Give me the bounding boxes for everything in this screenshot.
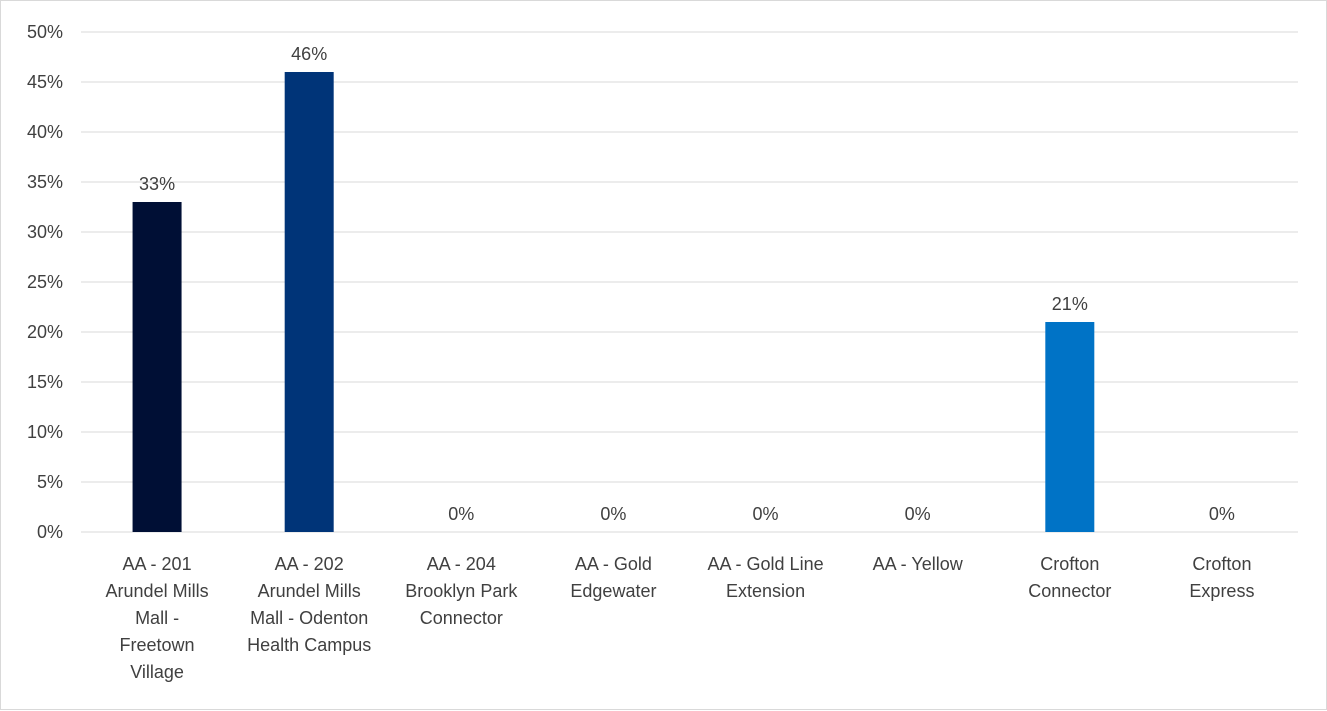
data-label: 21% xyxy=(1052,294,1088,314)
y-tick-label: 20% xyxy=(27,322,63,342)
y-tick-label: 35% xyxy=(27,172,63,192)
y-tick-label: 25% xyxy=(27,272,63,292)
y-axis-ticks: 0% 5% 10% 15% 20% 25% 30% 35% 40% 45% 50% xyxy=(27,22,63,542)
x-category-label: Village xyxy=(130,662,184,682)
x-category-label: AA - 201 xyxy=(123,554,192,574)
data-labels: 33% 46% 0% 0% 0% 0% 21% 0% xyxy=(139,44,1235,524)
data-label: 0% xyxy=(600,504,626,524)
y-tick-label: 40% xyxy=(27,122,63,142)
data-label: 0% xyxy=(905,504,931,524)
x-category-label: Connector xyxy=(1028,581,1111,601)
x-category-label: Crofton xyxy=(1192,554,1251,574)
x-category-label: Extension xyxy=(726,581,805,601)
bars xyxy=(132,72,1095,532)
x-category-label: Arundel Mills xyxy=(258,581,361,601)
data-label: 33% xyxy=(139,174,175,194)
x-category-label: Mall - xyxy=(135,608,179,628)
x-category-label: Arundel Mills xyxy=(106,581,209,601)
x-category-label: Edgewater xyxy=(570,581,656,601)
bar xyxy=(1045,322,1095,532)
x-category-label: AA - 204 xyxy=(427,554,496,574)
data-label: 0% xyxy=(753,504,779,524)
x-category-label: Freetown xyxy=(120,635,195,655)
bar xyxy=(284,72,334,532)
x-category-label: AA - Gold xyxy=(575,554,652,574)
x-category-label: AA - 202 xyxy=(275,554,344,574)
x-category-label: Mall - Odenton xyxy=(250,608,368,628)
x-category-label: AA - Yellow xyxy=(873,554,964,574)
y-tick-label: 0% xyxy=(37,522,63,542)
y-tick-label: 15% xyxy=(27,372,63,392)
data-label: 46% xyxy=(291,44,327,64)
x-category-label: Health Campus xyxy=(247,635,371,655)
y-tick-label: 10% xyxy=(27,422,63,442)
x-category-label: Connector xyxy=(420,608,503,628)
x-category-label: Brooklyn Park xyxy=(405,581,518,601)
x-category-label: AA - Gold Line xyxy=(708,554,824,574)
y-tick-label: 30% xyxy=(27,222,63,242)
data-label: 0% xyxy=(1209,504,1235,524)
x-axis-labels: AA - 201 Arundel Mills Mall - Freetown Villa… xyxy=(106,554,1255,682)
y-tick-label: 50% xyxy=(27,22,63,42)
x-category-label: Crofton xyxy=(1040,554,1099,574)
bar xyxy=(132,202,182,532)
x-category-label: Express xyxy=(1189,581,1254,601)
y-tick-label: 45% xyxy=(27,72,63,92)
gridlines xyxy=(81,31,1298,533)
y-tick-label: 5% xyxy=(37,472,63,492)
data-label: 0% xyxy=(448,504,474,524)
